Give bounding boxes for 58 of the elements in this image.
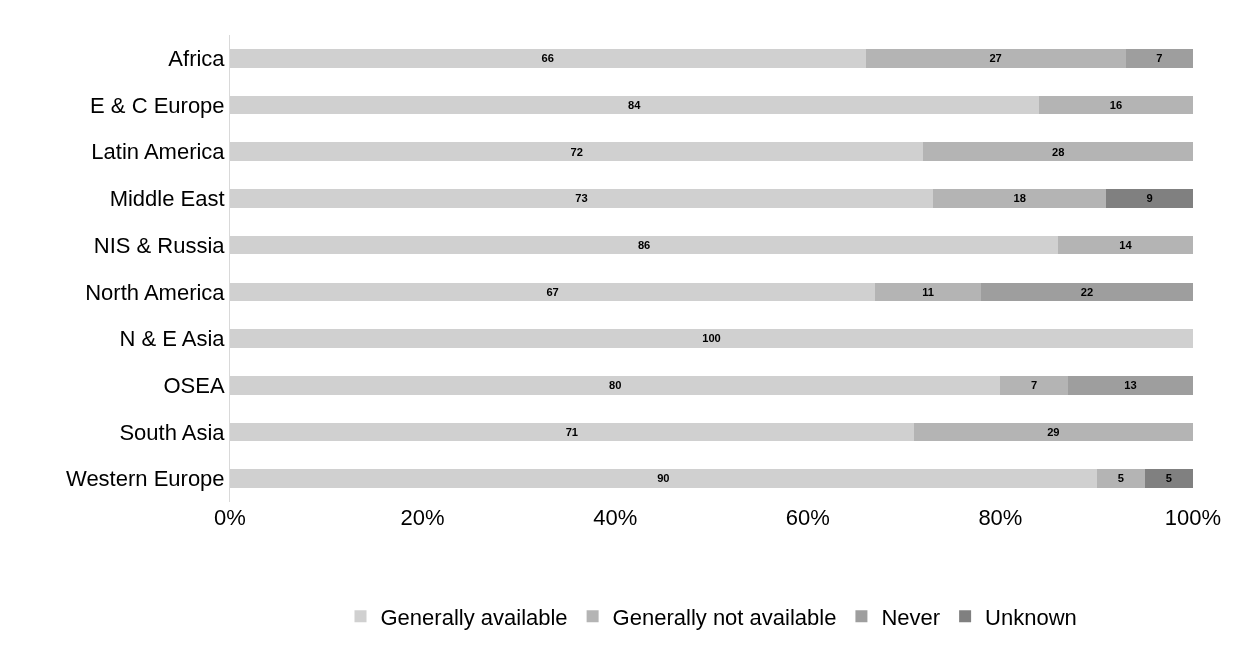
y-tick-label: OSEA xyxy=(163,372,225,398)
bar xyxy=(1000,375,1068,395)
bar xyxy=(1067,375,1193,395)
legend-label: Never xyxy=(881,604,941,630)
data-label: 72 xyxy=(570,145,583,158)
y-tick-label: Middle East xyxy=(109,186,225,212)
bar xyxy=(913,422,1193,442)
legend-label: Unknown xyxy=(985,604,1077,630)
y-tick-label: South Asia xyxy=(119,419,226,445)
bar xyxy=(923,142,1193,162)
data-label: 90 xyxy=(657,472,670,485)
data-label: 71 xyxy=(565,425,579,438)
data-label: 14 xyxy=(1119,238,1133,251)
bar xyxy=(1096,469,1145,488)
data-label: 73 xyxy=(575,192,588,205)
data-label: 86 xyxy=(637,238,651,251)
data-label: 7 xyxy=(1031,379,1038,392)
bar xyxy=(932,189,1107,208)
data-label: 16 xyxy=(1109,98,1123,111)
x-tick-label: 40% xyxy=(593,505,638,530)
bar xyxy=(981,282,1193,302)
data-label: 11 xyxy=(922,285,935,298)
data-label: 100 xyxy=(702,332,721,345)
data-label: 29 xyxy=(1047,425,1060,438)
y-tick-label: E & C Europe xyxy=(90,92,225,118)
x-tick-label: 80% xyxy=(978,505,1023,530)
data-label: 28 xyxy=(1051,145,1065,158)
y-tick-label: N & E Asia xyxy=(119,326,226,352)
x-tick-label: 60% xyxy=(785,505,830,530)
x-tick-label: 20% xyxy=(400,505,445,530)
y-tick-label: NIS & Russia xyxy=(93,232,226,258)
bar xyxy=(1106,189,1193,208)
bar xyxy=(865,49,1126,68)
y-tick-label: Western Europe xyxy=(66,466,225,492)
bar xyxy=(1058,235,1193,255)
data-label: 66 xyxy=(541,52,554,65)
bar xyxy=(1038,95,1193,115)
data-label: 67 xyxy=(546,285,559,298)
legend-label: Generally not available xyxy=(612,604,837,630)
data-label: 22 xyxy=(1080,285,1094,298)
legend-label: Generally available xyxy=(380,604,568,630)
data-label: 84 xyxy=(628,98,642,111)
y-tick-label: North America xyxy=(85,279,226,305)
data-label: 5 xyxy=(1165,472,1173,485)
data-label: 7 xyxy=(1156,52,1163,65)
data-label: 5 xyxy=(1117,472,1124,485)
bar xyxy=(1144,469,1193,488)
x-tick-label: 0% xyxy=(214,505,246,530)
data-label: 13 xyxy=(1124,379,1137,392)
y-tick-label: Africa xyxy=(168,46,226,72)
y-tick-label: Latin America xyxy=(91,139,226,165)
data-label: 27 xyxy=(989,52,1002,65)
x-tick-label: 100% xyxy=(1164,505,1222,530)
bar xyxy=(1125,49,1193,68)
data-label: 18 xyxy=(1013,192,1026,205)
bar xyxy=(875,282,982,302)
data-label: 80 xyxy=(609,379,622,392)
data-label: 9 xyxy=(1146,192,1153,205)
